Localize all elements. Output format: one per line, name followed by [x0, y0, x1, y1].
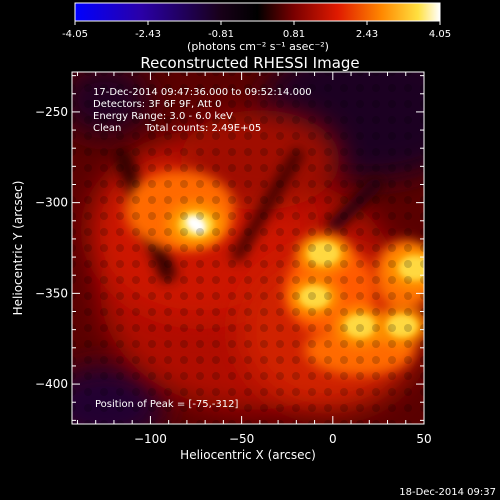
plot-frame [71, 71, 425, 425]
colorbar-unit-label: (photons cm⁻² s⁻¹ asec⁻²) [187, 40, 329, 53]
y-tick-label: −350 [35, 286, 68, 300]
total-counts-annotation: Total counts: 2.49E+05 [144, 123, 261, 134]
method-annotation: Clean [93, 123, 121, 134]
y-axis: −250 −300 −350 −400 [35, 75, 424, 421]
colorbar-tick-label: 0.81 [283, 29, 305, 40]
x-tick-label: −100 [134, 432, 167, 446]
y-tick-label: −300 [35, 196, 68, 210]
x-axis: −100 −50 0 50 [76, 72, 432, 446]
footer-timestamp: 18-Dec-2014 09:37 [399, 487, 496, 498]
colorbar-ticks: -4.05 -2.43 -0.81 0.81 2.43 4.05 [62, 21, 451, 40]
x-tick-label: 0 [329, 432, 337, 446]
x-tick-label: −50 [229, 432, 254, 446]
y-tick-label: −400 [35, 377, 68, 391]
x-axis-label: Heliocentric X (arcsec) [180, 448, 316, 462]
chart-title: Reconstructed RHESSI Image [140, 54, 359, 72]
y-tick-label: −250 [35, 105, 68, 119]
heatmap-image [72, 72, 424, 424]
colorbar-tick-label: -0.81 [208, 29, 234, 40]
colorbar-tick-label: -2.43 [135, 29, 161, 40]
detectors-annotation: Detectors: 3F 6F 9F, Att 0 [93, 99, 221, 110]
time-range-annotation: 17-Dec-2014 09:47:36.000 to 09:52:14.000 [93, 87, 312, 98]
colorbar-tick-label: -4.05 [62, 29, 88, 40]
y-axis-label: Heliocentric Y (arcsec) [11, 181, 25, 316]
colorbar-tick-label: 4.05 [429, 29, 451, 40]
x-tick-label: 50 [416, 432, 431, 446]
peak-position-annotation: Position of Peak = [-75,-312] [95, 399, 239, 410]
colorbar [74, 2, 441, 22]
colorbar-tick-label: 2.43 [356, 29, 378, 40]
energy-range-annotation: Energy Range: 3.0 - 6.0 keV [93, 111, 233, 122]
